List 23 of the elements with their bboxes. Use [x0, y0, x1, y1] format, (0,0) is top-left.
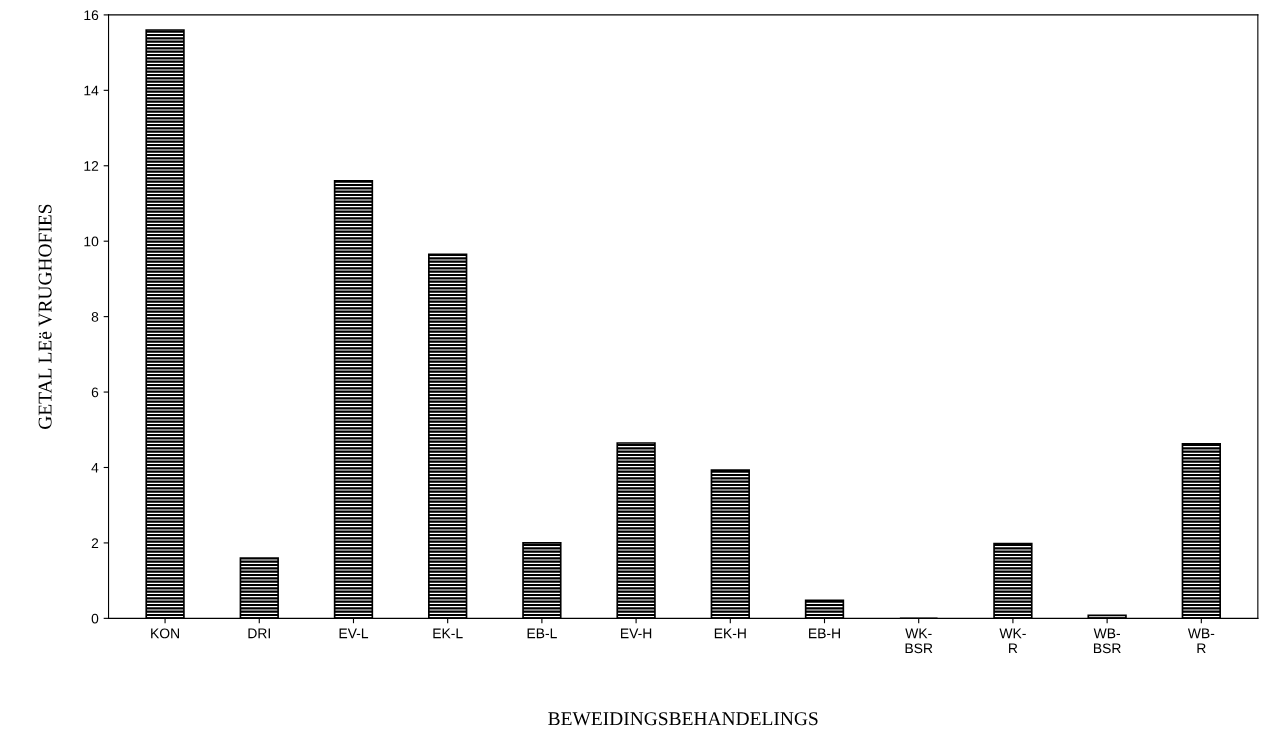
y-tick-label: 2 — [91, 538, 99, 548]
y-axis-title: GETAL LEë VRUGHOFIES — [38, 204, 52, 429]
x-tick-label: EV-H — [621, 628, 652, 639]
y-tick-label: 4 — [91, 462, 99, 473]
x-tick-label: EB-L — [527, 628, 557, 639]
y-tick-label: 10 — [84, 236, 99, 247]
x-tick-label: EV-L — [339, 628, 369, 639]
x-axis-title: BEWEIDINGSBEHANDELINGS — [548, 712, 818, 726]
x-tick-label: WB- BSR — [1093, 628, 1121, 654]
x-tick-label: EK-L — [433, 628, 463, 639]
y-tick-label: 12 — [84, 161, 99, 171]
x-tick-label: EK-H — [714, 628, 746, 639]
x-tick-label: EB-H — [809, 628, 840, 639]
y-tick-label: 8 — [91, 311, 99, 322]
y-tick-label: 6 — [91, 387, 99, 398]
y-tick-label: 14 — [84, 85, 99, 96]
x-tick-label: WK- BSR — [905, 628, 933, 654]
y-tick-label: 16 — [84, 10, 99, 21]
y-tick-label: 0 — [91, 613, 99, 624]
x-tick-label: WB- R — [1187, 628, 1215, 654]
x-tick-label: KON — [151, 628, 179, 639]
x-tick-label: WK- R — [999, 628, 1026, 654]
x-tick-label: DRI — [248, 628, 270, 639]
